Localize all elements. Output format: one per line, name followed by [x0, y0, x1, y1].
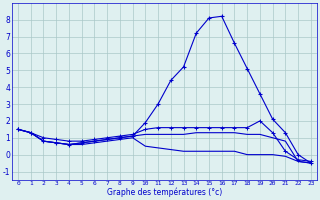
X-axis label: Graphe des températures (°c): Graphe des températures (°c)	[107, 188, 222, 197]
